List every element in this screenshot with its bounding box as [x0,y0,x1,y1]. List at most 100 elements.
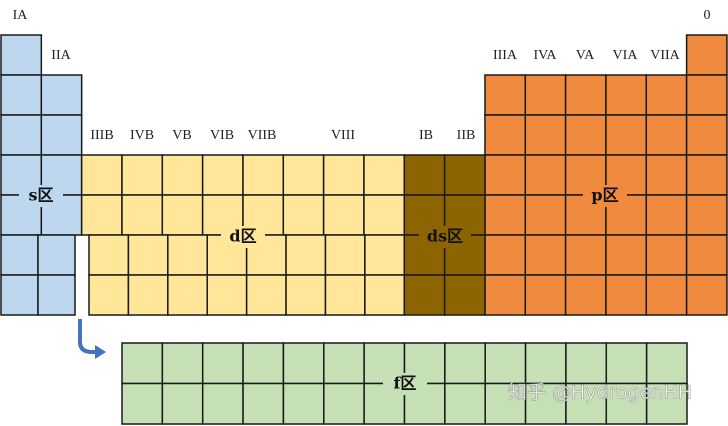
labels: IA 0 IIA IIIA IVA VA VIA VIIA IIIB IVB VB VIB VIIB VI… [13,8,711,404]
cell [0,274,39,316]
cell [201,382,244,425]
cell [564,234,607,276]
cell [443,154,486,196]
cell [645,382,688,425]
cell [0,114,43,156]
cell [0,234,39,276]
cell [40,74,83,116]
cell [0,74,43,116]
cell [605,74,648,116]
group-label: IIA [51,48,71,63]
group-label: IVB [130,128,154,143]
cell [80,154,123,196]
cell [364,274,406,316]
cell [484,194,527,236]
cell [37,274,76,316]
cell [324,234,366,276]
cell [323,342,365,385]
cell [645,74,688,116]
cell [363,154,406,196]
cell [605,234,648,276]
cell [645,154,688,196]
cell [605,274,648,316]
cell [484,114,527,156]
cell [403,154,446,196]
cell [565,382,608,425]
cell [605,342,648,385]
cell [484,74,527,116]
group-label: VIIB [248,128,277,143]
arrow-head [95,345,106,359]
group-label: IIB [457,128,476,143]
cell [524,274,567,316]
cell [322,154,365,196]
group-label: VA [576,48,595,63]
cell [685,114,728,156]
cell [524,194,567,236]
cell [685,34,728,76]
cell [484,342,527,385]
cell [564,114,607,156]
cell [484,274,527,316]
cell [645,274,688,316]
cell [80,194,123,236]
cell [121,382,164,425]
cell [242,342,285,385]
cell [282,342,325,385]
cell [524,154,567,196]
group-label: VIA [613,48,639,63]
block-label-bg [583,185,627,207]
group-label: IIIA [493,48,518,63]
group-label: IVA [533,48,557,63]
cell [484,234,527,276]
block-label-bg [419,226,471,248]
cell [121,154,164,196]
cell [444,342,486,385]
cell [324,274,366,316]
cell [524,382,567,425]
cell [685,194,728,236]
block-label: ds区 [427,227,463,246]
cell [167,234,208,276]
cell [161,342,204,385]
arrow [78,319,96,354]
cell [564,274,607,316]
cell [285,234,327,276]
cell [484,382,527,425]
cell [645,114,688,156]
cell [161,382,204,425]
cell [685,154,728,196]
cell [201,154,244,196]
cell [443,274,486,316]
cell [403,274,446,316]
cell [685,234,728,276]
cell [40,114,83,156]
cell [685,274,728,316]
cell [564,74,607,116]
cell [127,234,169,276]
watermark: 知乎 @HydrogenHH [508,382,692,404]
block-label: d区 [229,227,256,246]
block-label: p区 [591,186,618,205]
cell [285,274,327,316]
cell [88,274,130,316]
cell [323,382,365,425]
cell [685,74,728,116]
cell [524,234,567,276]
cell [484,154,527,196]
cell [645,234,688,276]
cell [121,342,164,385]
cell [161,154,204,196]
cell [282,382,325,425]
group-label: IB [419,128,433,143]
cell [363,194,406,236]
cell [206,274,248,316]
cell [127,274,169,316]
cell [524,74,567,116]
block-label-bg [383,373,427,395]
group-label: 0 [704,8,711,23]
cell [645,194,688,236]
block-label: f区 [394,374,417,393]
cell [0,34,43,76]
